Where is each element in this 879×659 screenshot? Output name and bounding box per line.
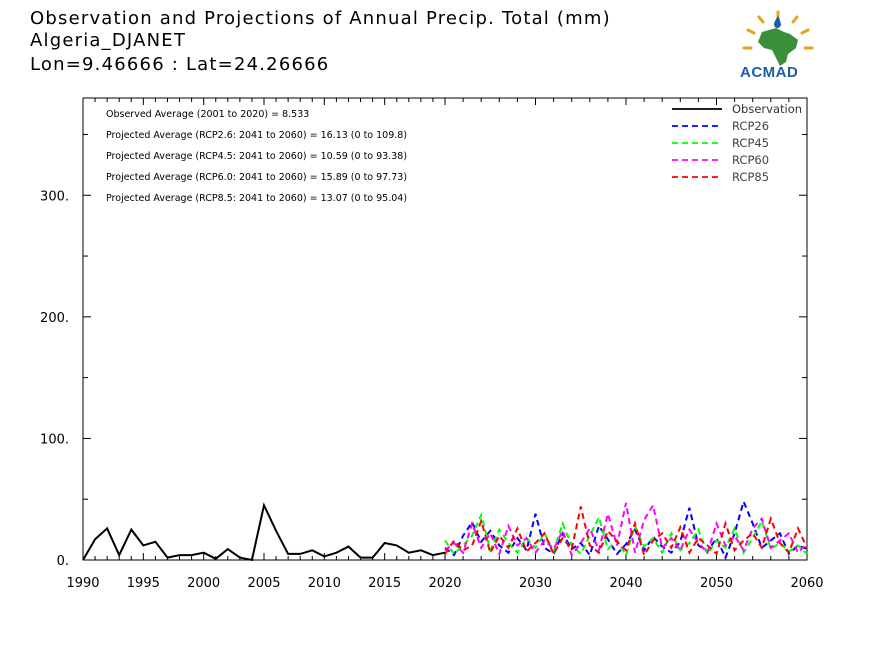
- stats-block: Observed Average (2001 to 2020) = 8.533 P…: [106, 109, 407, 204]
- series-group: [82, 498, 808, 562]
- legend-label: RCP45: [732, 136, 769, 150]
- stat-line: Projected Average (RCP2.6: 2041 to 2060)…: [106, 130, 407, 141]
- acmad-logo-icon: [742, 10, 814, 66]
- acmad-logo-text: ACMAD: [740, 64, 799, 81]
- x-tick-label: 2040: [609, 576, 642, 591]
- stat-line: Projected Average (RCP4.5: 2041 to 2060)…: [106, 151, 407, 162]
- x-tick-label: 2000: [187, 576, 220, 591]
- plot-frame: [82, 97, 808, 561]
- y-tick-label: 100.: [40, 432, 69, 447]
- legend: Observation RCP26 RCP45 RCP60 RCP85: [672, 102, 802, 184]
- x-tick-label: 2030: [519, 576, 552, 591]
- x-tick-label: 2005: [247, 576, 280, 591]
- y-axis: 0. 100. 200. 300.: [40, 133, 807, 569]
- x-tick-label: 2010: [308, 576, 341, 591]
- stat-line: Projected Average (RCP6.0: 2041 to 2060)…: [106, 172, 407, 183]
- x-tick-label: 2015: [368, 576, 401, 591]
- legend-label: Observation: [732, 102, 802, 116]
- y-tick-label: 200.: [40, 311, 69, 326]
- legend-label: RCP60: [732, 153, 769, 167]
- series-line-rcp45: [444, 511, 808, 558]
- series-line-observation: [82, 502, 446, 562]
- stat-line: Projected Average (RCP8.5: 2041 to 2060)…: [106, 193, 407, 204]
- x-tick-label: 2050: [700, 576, 733, 591]
- y-tick-label: 0.: [57, 554, 69, 569]
- station-coordinates: Lon=9.46666 : Lat=24.26666: [30, 54, 330, 75]
- x-tick-label: 2020: [428, 576, 461, 591]
- x-tick-label: 1995: [127, 576, 160, 591]
- x-tick-label: 2060: [790, 576, 823, 591]
- station-name: Algeria_DJANET: [30, 30, 187, 51]
- series-line-rcp85: [444, 506, 808, 558]
- legend-label: RCP85: [732, 170, 769, 184]
- series-line-rcp26: [444, 498, 808, 561]
- chart-title: Observation and Projections of Annual Pr…: [30, 8, 611, 29]
- y-tick-label: 300.: [40, 189, 69, 204]
- series-line-rcp60: [444, 502, 808, 558]
- x-tick-label: 1990: [66, 576, 99, 591]
- stat-line: Observed Average (2001 to 2020) = 8.533: [106, 109, 309, 120]
- legend-label: RCP26: [732, 119, 769, 133]
